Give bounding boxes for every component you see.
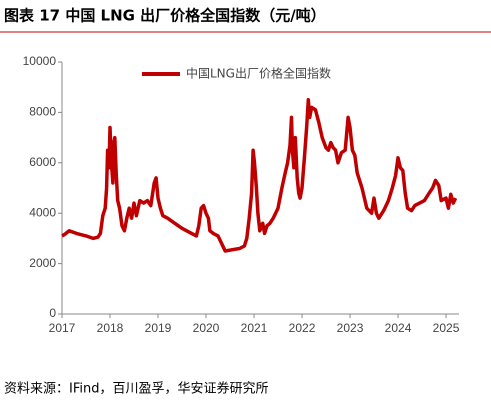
x-tick-label: 2020	[193, 321, 220, 335]
y-tick-label: 8000	[29, 105, 56, 119]
y-tick-label: 2000	[29, 256, 56, 270]
x-tick-label: 2018	[97, 321, 124, 335]
x-tick-label: 2022	[289, 321, 316, 335]
x-tick-label: 2019	[145, 321, 172, 335]
source-note: 资料来源：IFind，百川盈孚，华安证券研究所	[4, 381, 268, 397]
x-tick-label: 2025	[433, 321, 460, 335]
x-tick-label: 2017	[49, 321, 76, 335]
x-tick-label: 2021	[241, 321, 268, 335]
y-tick-label: 0	[49, 306, 56, 320]
chart-title: 图表 17 中国 LNG 出厂价格全国指数（元/吨）	[4, 7, 326, 25]
line	[61, 98, 458, 253]
y-tick-label: 6000	[29, 155, 56, 169]
y-tick-label: 10000	[23, 54, 57, 68]
legend-label: 中国LNG出厂价格全国指数	[186, 66, 331, 81]
y-tick-label: 4000	[29, 205, 56, 219]
x-tick-label: 2024	[385, 321, 412, 335]
x-tick-label: 2023	[337, 321, 364, 335]
